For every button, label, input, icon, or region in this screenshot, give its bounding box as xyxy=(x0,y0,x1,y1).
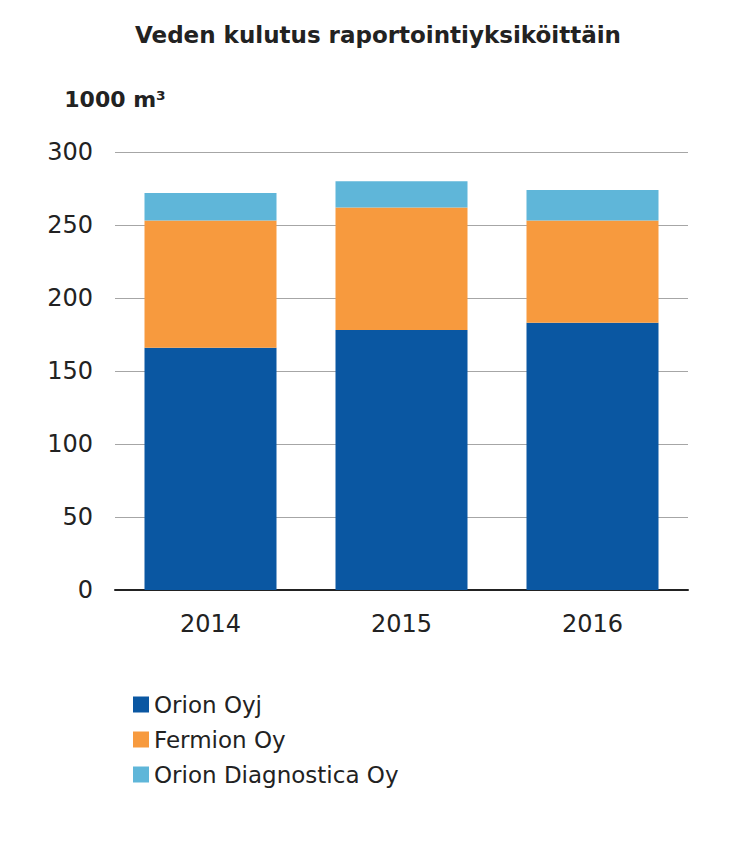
svg-text:Orion Diagnostica Oy: Orion Diagnostica Oy xyxy=(154,762,399,788)
svg-text:Orion Oyj: Orion Oyj xyxy=(154,692,262,718)
svg-text:1000 m³: 1000 m³ xyxy=(64,87,165,112)
svg-text:2016: 2016 xyxy=(562,610,623,638)
svg-text:200: 200 xyxy=(47,284,93,312)
svg-text:100: 100 xyxy=(47,430,93,458)
svg-text:0: 0 xyxy=(78,576,93,604)
svg-text:2014: 2014 xyxy=(180,610,241,638)
svg-text:Veden kulutus raportointiyksik: Veden kulutus raportointiyksiköittäin xyxy=(135,22,621,48)
svg-text:50: 50 xyxy=(62,503,93,531)
svg-text:150: 150 xyxy=(47,357,93,385)
svg-text:Fermion Oy: Fermion Oy xyxy=(154,727,286,753)
svg-text:2015: 2015 xyxy=(371,610,432,638)
svg-text:300: 300 xyxy=(47,138,93,166)
svg-text:250: 250 xyxy=(47,211,93,239)
